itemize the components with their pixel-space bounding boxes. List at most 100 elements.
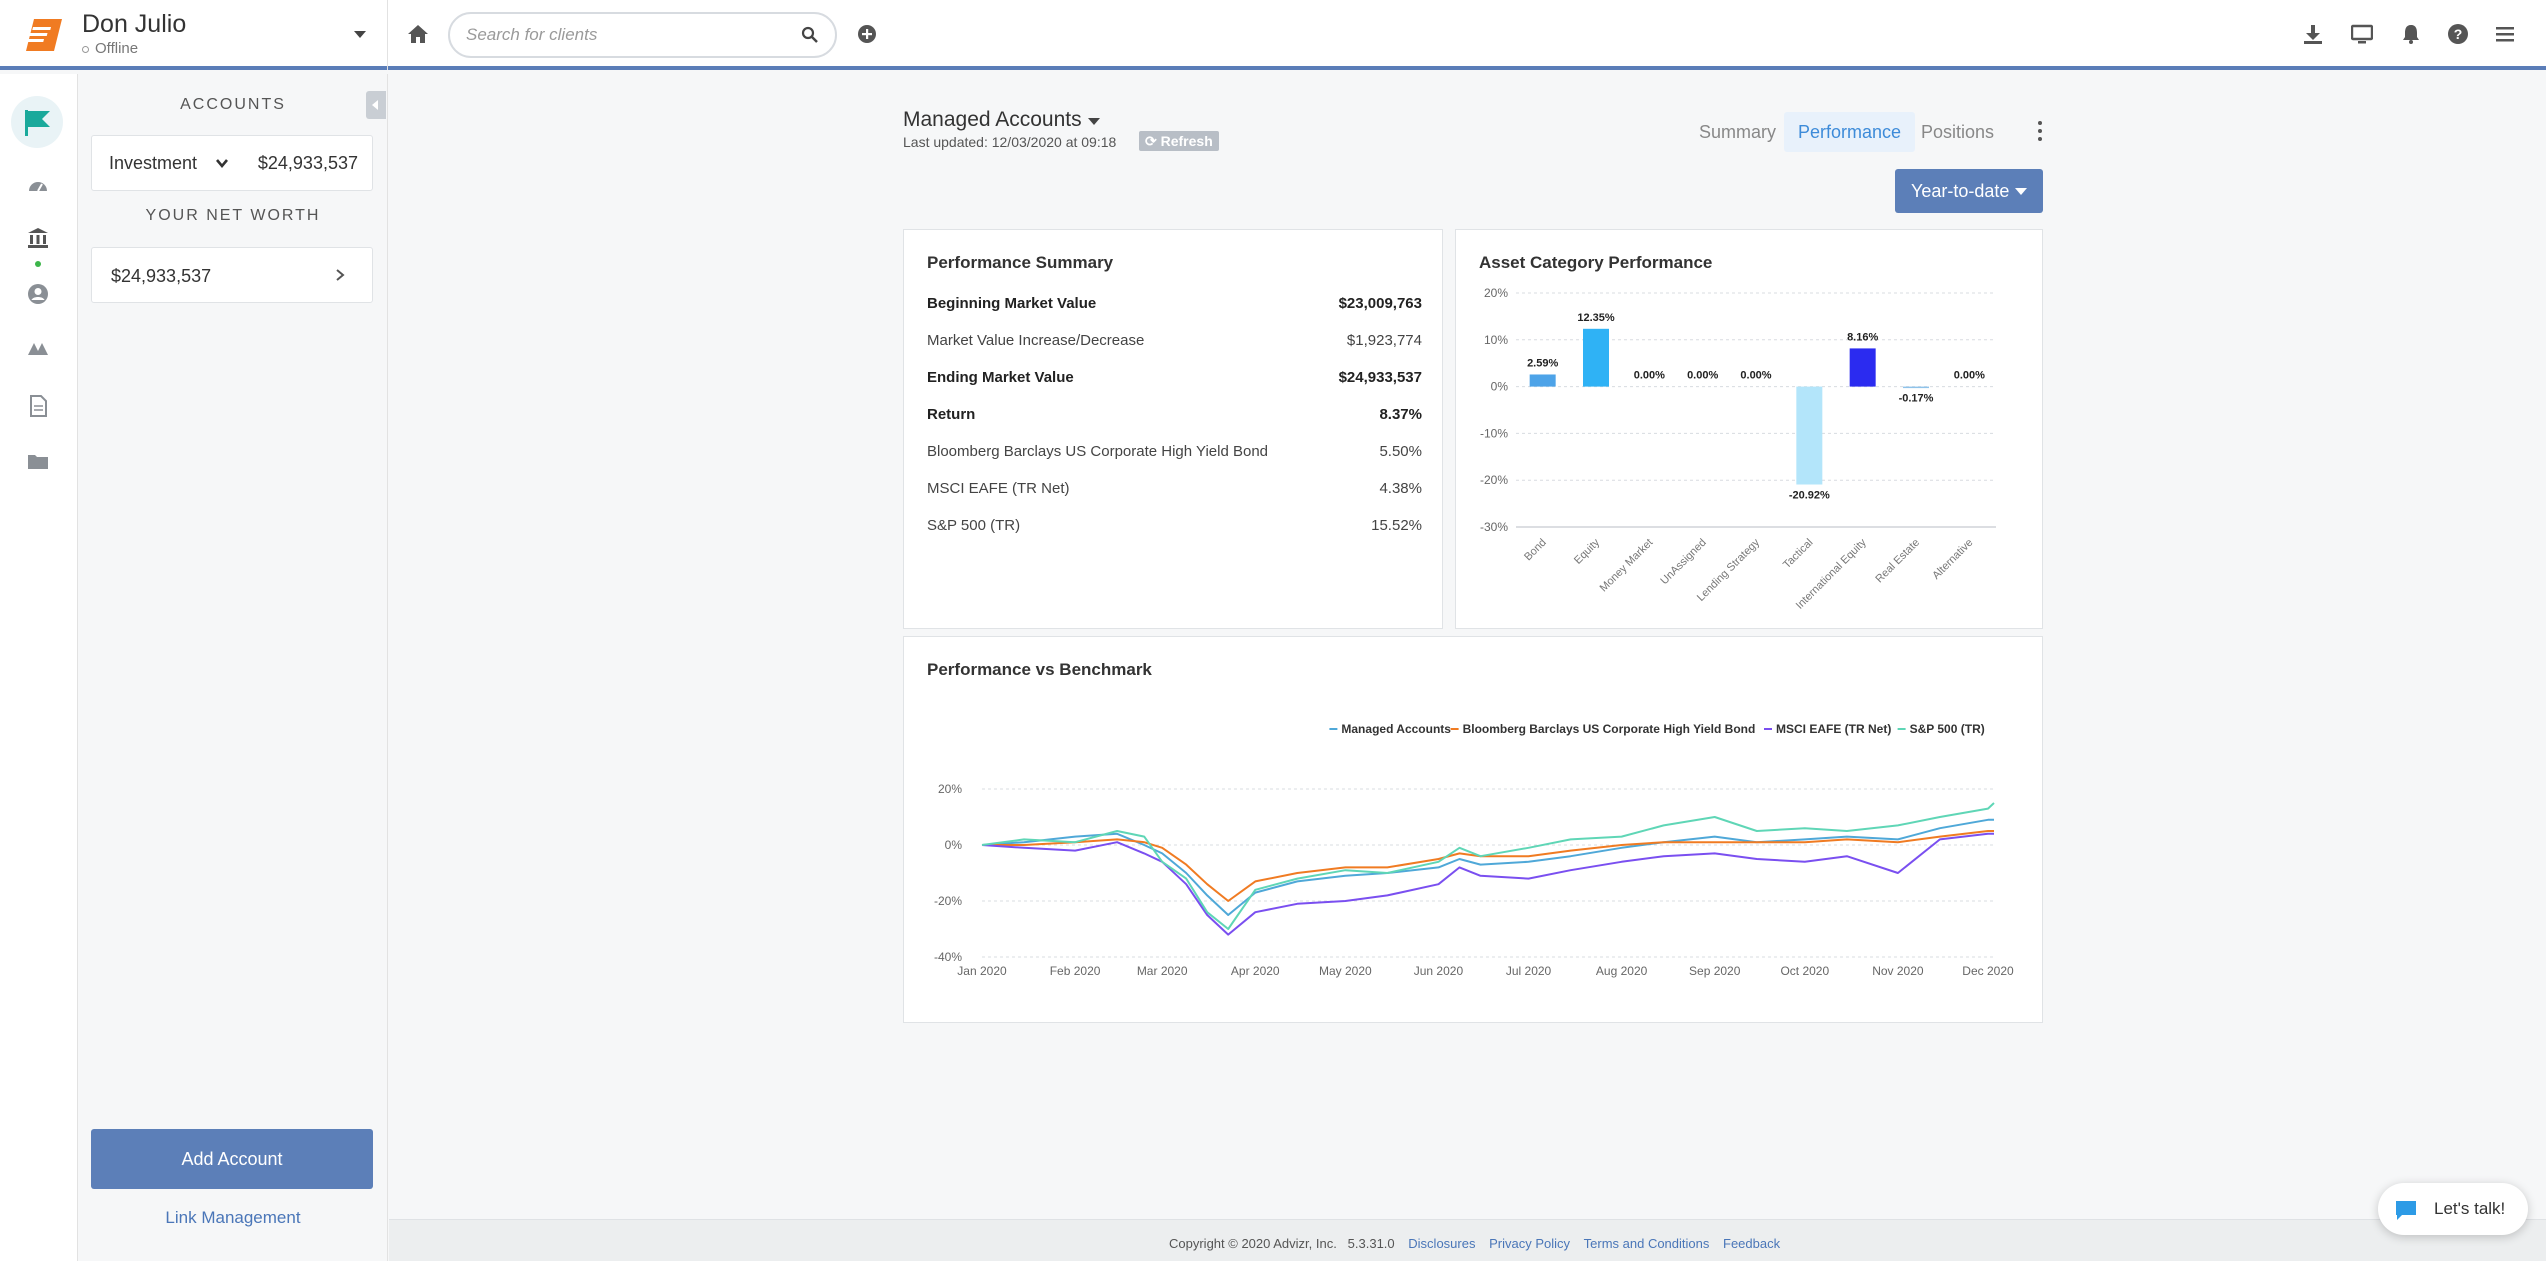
summary-row: Return 8.37% — [927, 406, 1422, 426]
link-management-link[interactable]: Link Management — [165, 1208, 301, 1227]
legend-item: S&P 500 (TR) — [1897, 722, 1985, 736]
status-dot-icon — [82, 45, 89, 53]
download-icon[interactable] — [2302, 23, 2324, 45]
legend-label: MSCI EAFE (TR Net) — [1776, 722, 1891, 736]
bar — [1903, 386, 1929, 389]
bank-icon[interactable] — [27, 227, 49, 249]
feedback-link[interactable]: Feedback — [1723, 1236, 1781, 1251]
asset-category-bar-chart: 20% 10% 0% -10% -20% -30% 2.59% Bond 12.35% Equit… — [1480, 286, 1996, 612]
collapse-panel-button[interactable] — [366, 91, 386, 119]
client-status-label: Offline — [95, 40, 139, 57]
tab-summary[interactable]: Summary — [1699, 122, 1777, 142]
x-tick-label: Dec 2020 — [1962, 964, 2014, 978]
privacy-policy-link[interactable]: Privacy Policy — [1489, 1236, 1571, 1251]
account-value: $24,933,537 — [257, 153, 358, 173]
dashboard-icon[interactable] — [27, 175, 49, 197]
client-status: Offline — [82, 40, 138, 57]
bar — [1529, 374, 1556, 387]
y-tick-label: -10% — [1480, 426, 1508, 440]
category-label: Alternative — [1930, 537, 1975, 582]
group-title[interactable]: Managed Accounts — [903, 108, 1082, 131]
net-worth-value: $24,933,537 — [111, 266, 212, 286]
chat-bubble-icon — [2396, 1201, 2416, 1220]
x-tick-label: Jun 2020 — [1414, 964, 1464, 978]
main-content: Managed Accounts Last updated: 12/03/202… — [389, 74, 2546, 1219]
client-name: Don Julio — [82, 10, 187, 38]
legend-label: Managed Accounts — [1341, 722, 1451, 736]
document-icon[interactable] — [27, 395, 49, 417]
y-tick-label: 20% — [938, 782, 962, 796]
bell-icon[interactable] — [2400, 23, 2422, 45]
category-label: Real Estate — [1873, 537, 1922, 586]
series-line — [981, 802, 1995, 930]
chevron-down-icon — [2015, 188, 2027, 195]
summary-row-value: 8.37% — [1379, 406, 1422, 423]
y-tick-label: 10% — [1484, 333, 1508, 347]
search-icon[interactable] — [801, 26, 819, 44]
y-tick-label: -30% — [1480, 520, 1508, 534]
summary-row-value: 5.50% — [1379, 443, 1422, 460]
home-icon[interactable] — [406, 22, 430, 46]
data-label: -20.92% — [1789, 490, 1830, 502]
user-icon[interactable] — [27, 283, 49, 305]
summary-row: Bloomberg Barclays US Corporate High Yie… — [927, 443, 1422, 463]
summary-row-value: 4.38% — [1379, 480, 1422, 497]
add-client-icon[interactable] — [857, 24, 877, 44]
search-input[interactable] — [466, 22, 796, 48]
chat-widget[interactable]: Let's talk! — [2378, 1183, 2528, 1235]
svg-text:?: ? — [2454, 26, 2463, 42]
menu-icon[interactable] — [2494, 23, 2516, 45]
summary-row-value: 15.52% — [1371, 517, 1422, 534]
summary-row: MSCI EAFE (TR Net) 4.38% — [927, 480, 1422, 500]
bar — [1583, 328, 1609, 387]
legend-label: S&P 500 (TR) — [1910, 722, 1985, 736]
icon-rail — [0, 74, 78, 1261]
x-tick-label: Jan 2020 — [957, 964, 1007, 978]
help-icon[interactable]: ? — [2447, 23, 2469, 45]
triangles-icon[interactable] — [27, 339, 49, 361]
summary-row-value: $23,009,763 — [1338, 295, 1422, 312]
bar — [1796, 386, 1823, 485]
net-worth-title: YOUR NET WORTH — [145, 207, 321, 224]
summary-row-label: Beginning Market Value — [927, 295, 1097, 312]
more-options-icon[interactable] — [2037, 119, 2043, 143]
add-account-button[interactable]: Add Account — [91, 1129, 373, 1189]
chevron-right-icon[interactable] — [334, 268, 346, 282]
chevron-down-icon[interactable] — [354, 31, 366, 38]
net-worth-card[interactable]: $24,933,537 — [91, 247, 373, 303]
category-label: Tactical — [1781, 537, 1815, 571]
search-box[interactable] — [448, 12, 837, 58]
last-updated: Last updated: 12/03/2020 at 09:18 — [903, 134, 1117, 150]
client-selector[interactable]: Don Julio Offline — [0, 0, 388, 70]
copyright: Copyright © 2020 Advizr, Inc. 5.3.31.0 — [1169, 1236, 1395, 1251]
y-tick-label: 0% — [945, 838, 963, 852]
disclosures-link[interactable]: Disclosures — [1408, 1236, 1476, 1251]
legend-item: Managed Accounts — [1329, 722, 1451, 736]
data-label: 0.00% — [1954, 370, 1985, 382]
x-tick-label: May 2020 — [1319, 964, 1372, 978]
period-dropdown[interactable]: Year-to-date — [1895, 169, 2043, 213]
terms-link[interactable]: Terms and Conditions — [1583, 1236, 1710, 1251]
performance-summary-title: Performance Summary — [927, 253, 1114, 272]
tab-performance[interactable]: Performance — [1784, 112, 1916, 152]
tab-positions[interactable]: Positions — [1921, 122, 1995, 142]
rail-flag-active[interactable] — [11, 96, 63, 148]
flag-icon — [25, 110, 50, 136]
active-dot — [35, 261, 41, 267]
period-label: Year-to-date — [1911, 181, 2010, 201]
x-tick-label: Mar 2020 — [1137, 964, 1188, 978]
summary-row-label: Ending Market Value — [927, 369, 1074, 386]
chevron-down-icon[interactable] — [215, 156, 229, 170]
data-label: 0.00% — [1740, 370, 1771, 382]
monitor-icon[interactable] — [2351, 23, 2373, 45]
refresh-button[interactable]: ⟳ Refresh — [1139, 131, 1219, 151]
data-label: 8.16% — [1847, 331, 1878, 343]
accounts-title: ACCOUNTS — [180, 96, 286, 113]
data-label: 12.35% — [1577, 312, 1615, 324]
account-card[interactable]: Investment $24,933,537 — [91, 135, 373, 191]
data-label: 0.00% — [1687, 370, 1718, 382]
performance-benchmark-line-chart: S&P 500 (TR) MSCI EAFE (TR Net) Bloomberg … — [934, 722, 2014, 978]
chevron-down-icon[interactable] — [1088, 118, 1100, 125]
y-tick-label: -40% — [934, 950, 962, 964]
folder-icon[interactable] — [27, 451, 49, 473]
